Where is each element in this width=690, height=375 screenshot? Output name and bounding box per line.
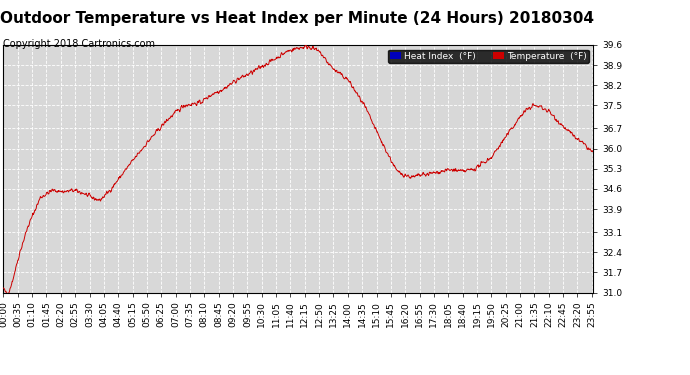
Legend: Heat Index  (°F), Temperature  (°F): Heat Index (°F), Temperature (°F) [388, 50, 589, 63]
Text: Copyright 2018 Cartronics.com: Copyright 2018 Cartronics.com [3, 39, 155, 50]
Text: Outdoor Temperature vs Heat Index per Minute (24 Hours) 20180304: Outdoor Temperature vs Heat Index per Mi… [0, 11, 593, 26]
